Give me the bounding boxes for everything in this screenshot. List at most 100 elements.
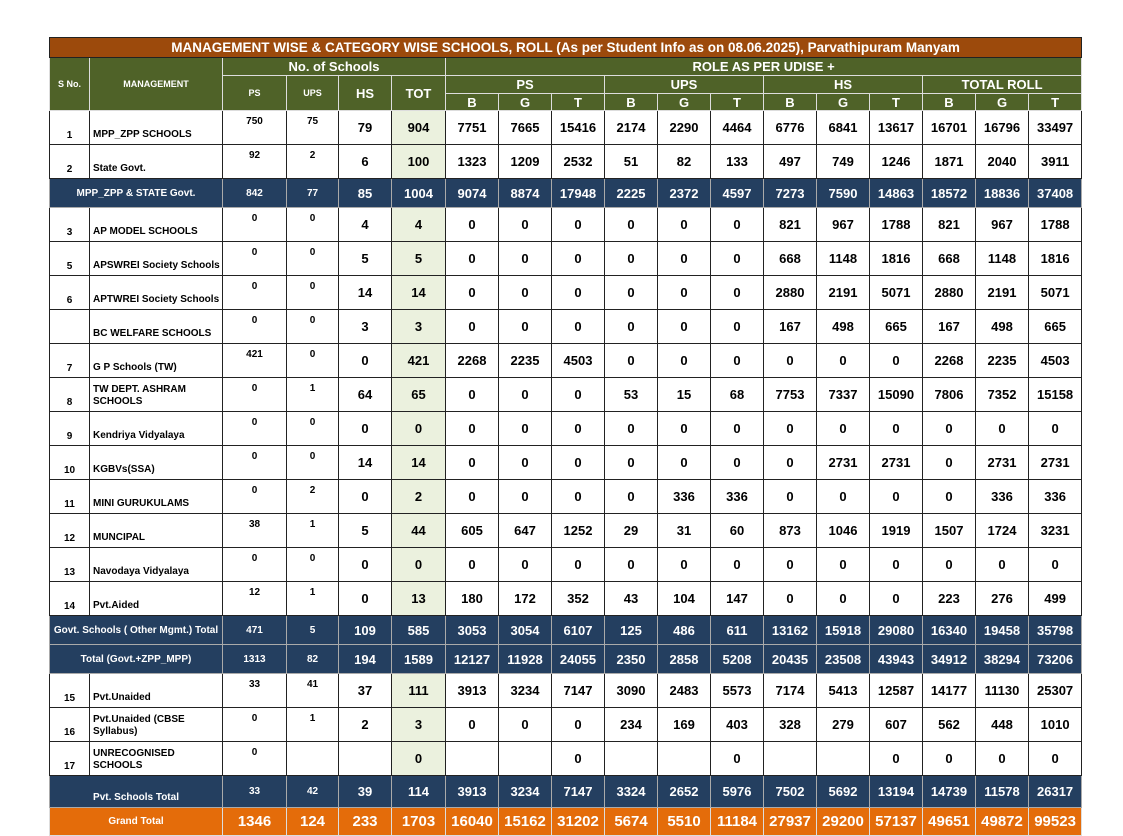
value-cell: 0 (445, 207, 499, 242)
value-cell: 607 (869, 707, 923, 742)
value-cell: 16040 (445, 807, 499, 836)
value-cell: 14 (391, 445, 446, 480)
value-cell: 0 (975, 547, 1029, 582)
value-cell: 15416 (551, 110, 605, 145)
sno-cell: 5 (49, 241, 90, 276)
value-cell: 3 (338, 309, 392, 344)
value-cell: 1703 (391, 807, 446, 836)
value-cell: 6 (338, 144, 392, 179)
value-cell: 20435 (763, 644, 817, 674)
value-cell: 0 (498, 241, 552, 276)
header-sno: S No. (49, 57, 90, 111)
value-cell (498, 741, 552, 776)
value-cell: 471 (222, 615, 287, 645)
value-cell: 2040 (975, 144, 1029, 179)
value-cell: 5208 (710, 644, 764, 674)
value-cell: 14 (391, 275, 446, 310)
value-cell: 0 (657, 547, 711, 582)
value-cell: 0 (222, 411, 287, 446)
management-cell: APSWREI Society Schools (89, 241, 223, 276)
value-cell: 2225 (604, 178, 658, 208)
value-cell: 172 (498, 581, 552, 616)
value-cell: 0 (551, 445, 605, 480)
value-cell: 0 (551, 309, 605, 344)
value-cell: 2174 (604, 110, 658, 145)
value-cell (763, 741, 817, 776)
value-cell: 7147 (551, 673, 605, 708)
value-cell: 4464 (710, 110, 764, 145)
value-cell: 0 (445, 309, 499, 344)
value-cell: 336 (1027, 479, 1083, 514)
value-cell: 6841 (816, 110, 870, 145)
table-title: MANAGEMENT WISE & CATEGORY WISE SCHOOLS,… (48, 37, 1083, 58)
value-cell: 0 (922, 411, 976, 446)
value-cell: 37408 (1027, 178, 1083, 208)
value-cell: 100 (391, 144, 446, 179)
value-cell: 276 (975, 581, 1029, 616)
value-cell: 0 (445, 445, 499, 480)
value-cell: 665 (869, 309, 923, 344)
value-cell: 0 (445, 479, 499, 514)
value-cell: 1004 (391, 178, 446, 208)
value-cell: 125 (604, 615, 658, 645)
value-cell: 2268 (445, 343, 499, 378)
value-cell: 2235 (498, 343, 552, 378)
table-row: 16 Pvt.Unaided (CBSE Syllabus) 0 1 2 3 0 0 0 234 1… (49, 707, 1083, 742)
value-cell: 1313 (222, 644, 287, 674)
value-cell: 3913 (445, 775, 499, 808)
value-cell: 12 (222, 581, 287, 616)
value-cell: 904 (391, 110, 446, 145)
header-schools-ps: PS (222, 75, 287, 111)
header-t: T (1027, 93, 1083, 111)
header-g: G (816, 93, 870, 111)
sno-cell: 9 (49, 411, 90, 446)
value-cell: 5692 (816, 775, 870, 808)
value-cell: 0 (816, 343, 870, 378)
value-cell: 34912 (922, 644, 976, 674)
value-cell: 77 (286, 178, 339, 208)
value-cell: 111 (391, 673, 446, 708)
sno-cell: 7 (49, 343, 90, 378)
value-cell: 0 (498, 445, 552, 480)
value-cell: 5413 (816, 673, 870, 708)
header-management: MANAGEMENT (89, 57, 223, 111)
value-cell: 15918 (816, 615, 870, 645)
table-row: 9 Kendriya Vidyalaya 0 0 0 0 0 0 0 0 0 0 0 0 0 0 0 0 (49, 411, 1083, 446)
subtotal-row: Pvt. Schools Total 33 42 39 114 3913 3234 7147 3… (49, 775, 1083, 808)
value-cell: 0 (551, 207, 605, 242)
value-cell: 5510 (657, 807, 711, 836)
value-cell: 0 (222, 479, 287, 514)
header-b: B (763, 93, 817, 111)
value-cell: 0 (286, 275, 339, 310)
value-cell: 0 (657, 275, 711, 310)
value-cell: 0 (1027, 547, 1083, 582)
value-cell: 498 (816, 309, 870, 344)
sno-cell: 14 (49, 581, 90, 616)
value-cell: 821 (922, 207, 976, 242)
value-cell: 0 (286, 207, 339, 242)
value-cell: 79 (338, 110, 392, 145)
value-cell: 13617 (869, 110, 923, 145)
value-cell: 0 (922, 445, 976, 480)
value-cell: 0 (498, 479, 552, 514)
value-cell: 92 (222, 144, 287, 179)
sno-cell (49, 309, 90, 344)
value-cell: 8874 (498, 178, 552, 208)
value-cell: 1209 (498, 144, 552, 179)
value-cell: 0 (869, 581, 923, 616)
value-cell: 0 (222, 445, 287, 480)
value-cell: 0 (551, 741, 605, 776)
value-cell: 0 (710, 309, 764, 344)
value-cell: 39 (338, 775, 392, 808)
sno-cell: 2 (49, 144, 90, 179)
management-cell: MPP_ZPP SCHOOLS (89, 110, 223, 145)
value-cell: 0 (604, 309, 658, 344)
value-cell: 167 (922, 309, 976, 344)
value-cell: 1252 (551, 513, 605, 548)
value-cell: 15 (657, 377, 711, 412)
value-cell: 38294 (975, 644, 1029, 674)
management-cell: APTWREI Society Schools (89, 275, 223, 310)
value-cell: 11928 (498, 644, 552, 674)
value-cell: 0 (445, 377, 499, 412)
value-cell: 26317 (1027, 775, 1083, 808)
